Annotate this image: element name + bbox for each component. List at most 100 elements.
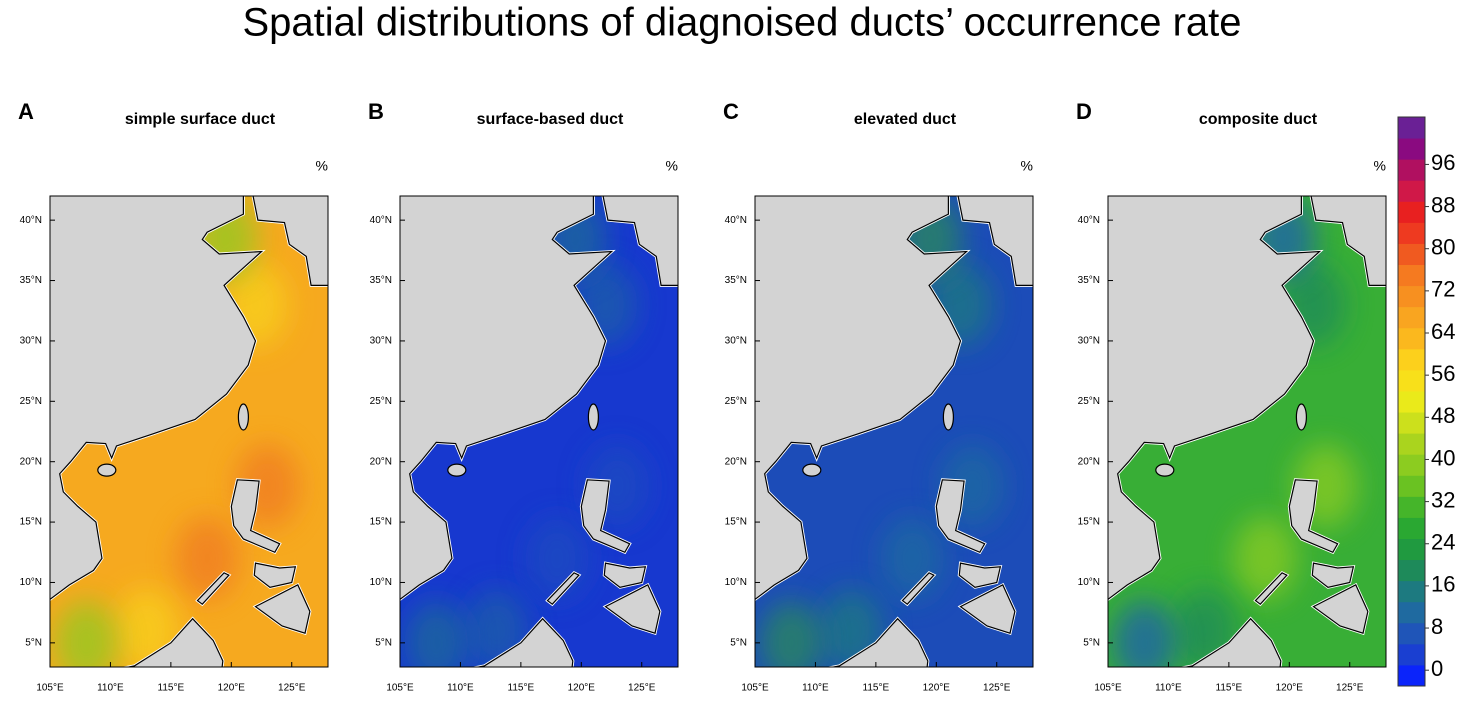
colorbar-label: 96 [1431,150,1455,175]
colorbar-band [1398,412,1425,434]
colorbar-band [1398,201,1425,223]
x-tick-label: 125°E [628,683,656,694]
land [942,403,954,431]
x-tick-label: 105°E [741,683,769,694]
coastline [755,196,969,600]
panel-title: composite duct [1199,111,1318,128]
colorbar-label: 32 [1431,487,1455,512]
unit-label: % [1021,158,1033,174]
coastline [252,196,328,286]
x-tick-label: 115°E [863,683,890,694]
x-tick-label: 120°E [218,683,246,694]
map-frame [49,195,329,668]
x-tick-label: 105°E [36,683,64,694]
land [1295,403,1307,431]
field-patch [175,516,240,601]
coastline [1183,617,1282,667]
coastline [254,584,311,634]
map-frame [399,195,679,668]
field-patch [759,600,824,667]
colorbar-band [1398,390,1425,413]
y-tick-label: 5°N [25,637,42,648]
colorbar-band [1398,580,1425,603]
y-tick-label: 30°N [370,336,392,347]
field-patch [1112,600,1177,667]
unit-label: % [666,158,678,174]
coastline [958,562,1002,588]
y-tick-label: 25°N [725,396,747,407]
colorbar-band [1398,159,1425,181]
y-tick-label: 20°N [20,456,42,467]
x-tick-label: 110°E [97,683,124,694]
colorbar-band [1398,454,1425,476]
land [97,463,117,477]
colorbar-band [1398,601,1425,624]
y-tick-label: 20°N [370,456,392,467]
unit-label: % [316,158,328,174]
x-tick-label: 115°E [1216,683,1243,694]
colorbar-label: 40 [1431,445,1455,470]
colorbar-label: 80 [1431,235,1455,260]
colorbar-label: 72 [1431,277,1455,302]
colorbar-band [1398,306,1425,329]
coastline [230,479,281,554]
coastline [1254,572,1288,606]
colorbar-band [1398,285,1425,308]
x-tick-label: 125°E [983,683,1011,694]
unit-label: % [1374,158,1386,174]
coastline [957,196,1033,286]
land [802,463,822,477]
colorbar-band [1398,643,1425,666]
y-tick-label: 25°N [20,396,42,407]
land [587,403,599,431]
y-tick-label: 40°N [725,215,747,226]
x-tick-label: 115°E [158,683,185,694]
y-tick-label: 20°N [725,456,747,467]
coastline [603,562,647,588]
colorbar-band [1398,243,1425,266]
coastline [1312,584,1369,634]
y-tick-label: 20°N [1078,456,1100,467]
y-tick-label: 30°N [20,336,42,347]
y-tick-label: 10°N [370,577,392,588]
y-tick-label: 10°N [725,577,747,588]
colorbar-band [1398,538,1425,561]
y-tick-label: 15°N [1078,517,1100,528]
coastline [1311,562,1355,588]
coastline [196,572,230,606]
y-tick-label: 35°N [370,275,392,286]
x-tick-label: 120°E [568,683,596,694]
coastline [50,196,264,600]
coastline [400,196,614,600]
colorbar-band [1398,369,1425,392]
x-tick-label: 125°E [1336,683,1364,694]
y-tick-label: 5°N [1083,637,1100,648]
coastline [602,196,678,286]
land [1155,463,1175,477]
x-tick-label: 120°E [923,683,951,694]
coastline [830,617,929,667]
colorbar-band [1398,117,1425,139]
coastline [1108,196,1322,600]
panel-title: surface-based duct [477,111,624,128]
panel-letter: B [368,99,384,124]
colorbar-band [1398,264,1425,287]
figure-title: Spatial distributions of diagnoised duct… [242,1,1241,45]
land [237,403,249,431]
y-tick-label: 15°N [725,517,747,528]
map-frame [1107,195,1387,668]
colorbar-band [1398,222,1425,244]
coastline [253,562,297,588]
colorbar-label: 0 [1431,656,1443,681]
colorbar-label: 24 [1431,530,1455,555]
coastline [901,572,935,606]
coastline [546,572,580,606]
colorbar-band [1398,559,1425,582]
field-patch [54,600,119,667]
coastline [604,584,661,634]
y-tick-label: 35°N [20,275,42,286]
